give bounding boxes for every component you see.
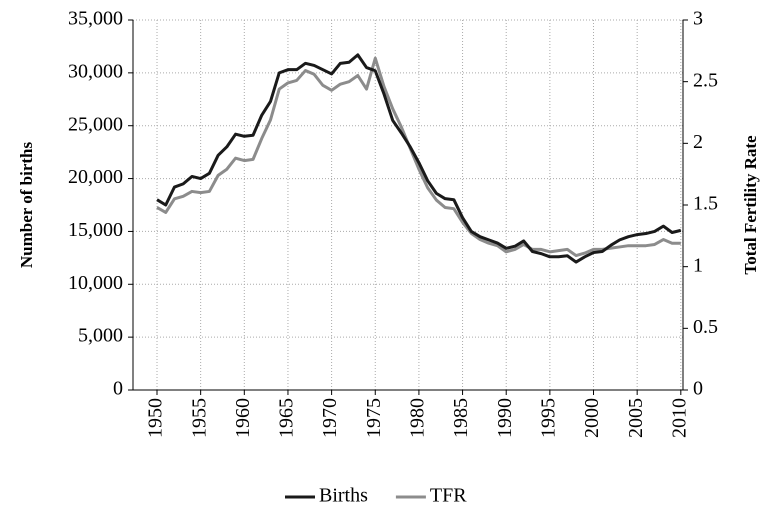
x-tick-label: 2000 xyxy=(581,398,603,438)
y2-tick-label: 1.5 xyxy=(693,193,718,215)
y-tick-label: 35,000 xyxy=(68,8,123,30)
y-tick-label: 20,000 xyxy=(68,166,123,188)
y2-tick-label: 2.5 xyxy=(693,69,718,91)
y2-axis-title: Total Fertility Rate xyxy=(741,135,760,275)
x-tick-label: 1975 xyxy=(363,398,385,438)
y2-tick-label: 0.5 xyxy=(693,316,718,338)
y-tick-label: 30,000 xyxy=(68,60,123,82)
x-tick-label: 1965 xyxy=(276,398,298,438)
x-tick-label: 1970 xyxy=(319,398,341,438)
x-tick-label: 2005 xyxy=(625,398,647,438)
legend-label: TFR xyxy=(430,485,467,507)
y-tick-label: 0 xyxy=(113,378,123,400)
y-tick-label: 15,000 xyxy=(68,219,123,241)
y2-tick-label: 3 xyxy=(693,8,703,30)
x-tick-label: 1995 xyxy=(537,398,559,438)
y-tick-label: 10,000 xyxy=(68,272,123,294)
x-tick-label: 1955 xyxy=(188,398,210,438)
legend-label: Births xyxy=(319,485,368,507)
x-tick-label: 1985 xyxy=(450,398,472,438)
y2-tick-label: 1 xyxy=(693,254,703,276)
series-line xyxy=(156,56,681,258)
y-tick-label: 25,000 xyxy=(68,113,123,135)
y-axis-title: Number of births xyxy=(17,141,36,268)
x-tick-label: 1960 xyxy=(232,398,254,438)
series-line xyxy=(156,53,682,264)
x-tick-label: 1980 xyxy=(407,398,429,438)
x-tick-label: 2010 xyxy=(668,398,690,438)
y2-tick-label: 0 xyxy=(693,378,703,400)
y-tick-label: 5,000 xyxy=(78,325,123,347)
x-tick-label: 1950 xyxy=(145,398,167,438)
x-tick-label: 1990 xyxy=(494,398,516,438)
y2-tick-label: 2 xyxy=(693,131,703,153)
